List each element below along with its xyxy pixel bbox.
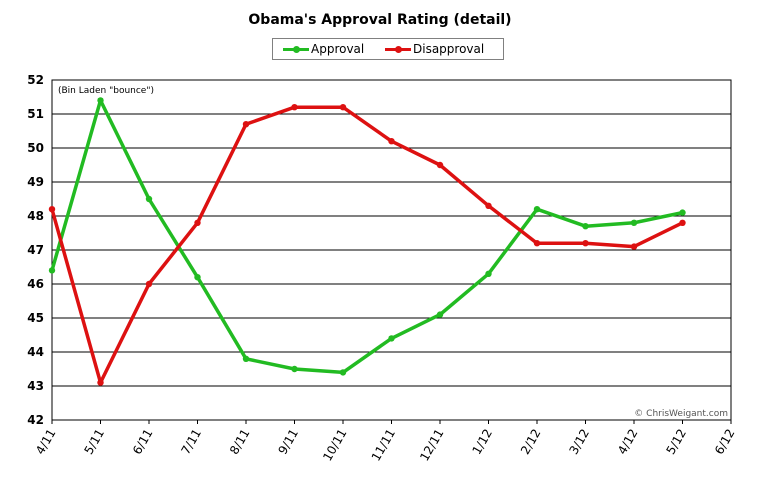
data-point-approval	[679, 209, 686, 216]
data-point-approval	[533, 206, 541, 213]
data-point-approval	[339, 369, 347, 376]
data-point-disapproval	[242, 121, 250, 128]
legend-swatch-disapproval	[385, 45, 411, 53]
data-point-approval	[436, 311, 444, 318]
data-point-approval	[194, 274, 201, 281]
data-point-disapproval	[582, 240, 589, 247]
x-tick-label: 1/12	[469, 427, 495, 457]
data-point-disapproval	[194, 219, 201, 226]
data-point-disapproval	[679, 219, 686, 226]
x-tick-label: 12/11	[417, 427, 446, 464]
x-tick-label: 2/12	[518, 427, 544, 457]
legend-label-disapproval: Disapproval	[413, 42, 485, 56]
legend-swatch-approval	[283, 45, 309, 53]
y-tick-label: 42	[27, 413, 44, 427]
data-point-approval	[48, 267, 56, 274]
y-tick-label: 46	[27, 277, 44, 291]
data-point-disapproval	[339, 104, 347, 111]
data-point-disapproval	[485, 202, 492, 209]
data-point-disapproval	[388, 138, 395, 145]
data-point-disapproval	[533, 240, 541, 247]
data-point-disapproval	[291, 104, 298, 111]
x-tick-label: 6/11	[130, 427, 156, 457]
data-point-disapproval	[97, 379, 104, 386]
data-point-disapproval	[145, 280, 153, 288]
series-line-disapproval	[50, 105, 684, 385]
data-point-approval	[145, 195, 153, 203]
x-tick-label: 7/11	[178, 427, 204, 457]
x-tick-label: 4/12	[615, 427, 641, 457]
data-point-approval	[97, 97, 104, 104]
annotation: (Bin Laden "bounce")	[58, 86, 154, 96]
data-point-disapproval	[436, 161, 444, 169]
legend-item-disapproval: Disapproval	[385, 39, 484, 59]
y-tick-label: 50	[27, 141, 44, 155]
y-tick-label: 48	[27, 209, 44, 223]
series-line-approval	[50, 98, 683, 375]
x-tick-label: 6/12	[712, 427, 738, 457]
y-tick-label: 52	[27, 73, 44, 87]
data-point-approval	[485, 270, 492, 277]
x-tick-label: 11/11	[369, 427, 398, 464]
x-tick-label: 10/11	[320, 427, 349, 464]
credit: © ChrisWeigant.com	[634, 409, 728, 419]
data-point-approval	[388, 335, 395, 342]
legend-item-approval: Approval	[283, 39, 364, 59]
y-tick-label: 43	[27, 379, 44, 393]
data-point-approval	[630, 219, 638, 226]
legend: Approval Disapproval	[272, 38, 504, 60]
y-tick-label: 45	[27, 311, 44, 325]
x-tick-label: 9/11	[275, 427, 301, 457]
data-point-approval	[582, 223, 589, 230]
data-point-disapproval	[48, 206, 56, 213]
y-tick-label: 44	[27, 345, 44, 359]
chart-title: Obama's Approval Rating (detail)	[248, 12, 512, 28]
x-tick-label: 5/12	[663, 427, 689, 457]
y-tick-label: 51	[27, 107, 44, 121]
data-point-disapproval	[630, 243, 638, 250]
legend-label-approval: Approval	[311, 42, 365, 56]
data-point-approval	[242, 355, 250, 362]
data-point-approval	[291, 365, 298, 373]
x-tick-label: 8/11	[227, 427, 253, 457]
x-tick-label: 3/12	[566, 427, 592, 457]
x-tick-label: 5/11	[81, 427, 107, 457]
y-tick-label: 49	[27, 175, 44, 189]
y-tick-label: 47	[27, 243, 44, 257]
x-tick-label: 4/11	[33, 427, 59, 457]
